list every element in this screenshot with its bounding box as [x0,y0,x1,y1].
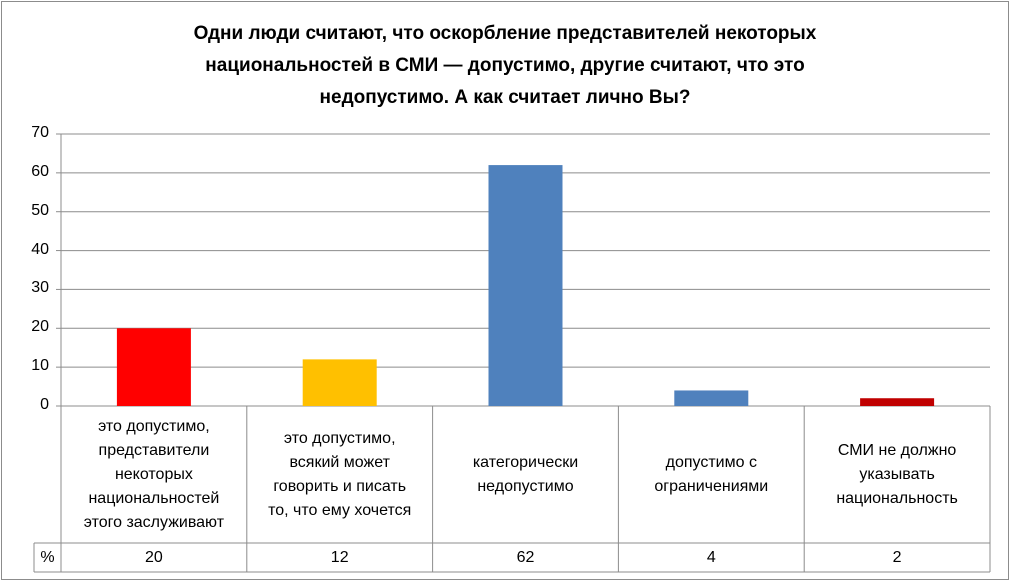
category-label: это допустимо, представители некоторых наци… [61,406,247,543]
y-tick-label: 20 [31,318,49,336]
table-value-cell: 4 [706,548,716,566]
category-label-line: национальность [836,489,958,507]
category-label-line: недопустимо [477,477,574,495]
y-tick-label: 10 [31,357,49,375]
chart-title-line-1: Одни люди считают, что оскорбление предс… [193,23,817,44]
bar [860,398,935,406]
category-label-line: это допустимо, [283,429,396,447]
bar [488,165,563,406]
category-label: СМИ не должно указывать национальность [804,406,990,543]
category-label-line: ограничениями [654,477,769,495]
chart-title-line-2: национальностей в СМИ — допустимо, други… [205,55,805,76]
chart-title: Одни люди считают, что оскорбление предс… [120,18,890,114]
category-label: допустимо с ограничениями [618,406,804,543]
category-label-line: категорически [472,453,579,471]
category-label-line: некоторых [114,465,193,483]
category-label-line: говорить и писать [273,477,407,495]
y-tick-label: 60 [31,162,49,180]
category-label: это допустимо, всякий может говорить и пис… [247,406,433,543]
category-label-line: национальностей [88,489,220,507]
category-label: категорически недопустимо [433,406,619,543]
y-tick-label: 40 [31,240,49,258]
category-label-line: этого заслуживают [83,513,225,531]
table-row-label: % [40,548,55,566]
y-tick-label: 30 [31,279,49,297]
category-label-line: представители [98,441,210,459]
table-value-cell: 20 [145,548,163,566]
category-label-line: указывать [859,465,935,483]
category-label-line: это допустимо, [98,417,210,435]
y-tick-label: 50 [31,201,49,219]
y-tick-label: 70 [31,124,49,141]
category-label-line: всякий может [289,453,390,471]
bar [674,390,749,406]
table-value-cell: 12 [330,548,349,566]
y-tick-label: 0 [40,396,49,413]
bar [116,328,191,406]
category-label-line: допустимо с [665,453,757,471]
bar [302,359,377,406]
category-label-line: СМИ не должно [837,441,957,459]
table-value-cell: 2 [892,548,902,566]
table-value-cell: 62 [516,548,535,566]
category-label-line: то, что ему хочется [268,501,412,519]
chart-title-line-3: недопустимо. А как считает лично Вы? [319,87,691,108]
